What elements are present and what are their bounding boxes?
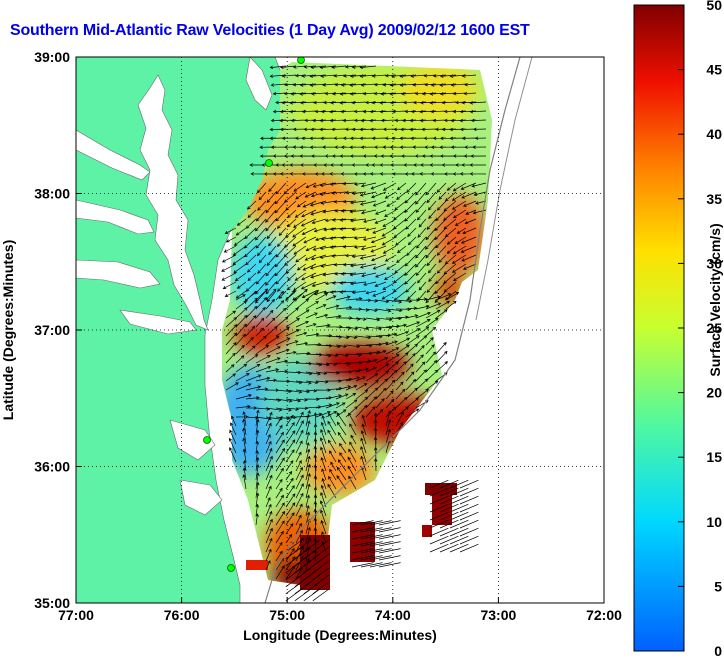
x-axis-label: Longitude (Degrees:Minutes) — [243, 627, 437, 643]
colorbar-tick-labels: 50 45 40 35 30 25 20 15 10 5 0 — [706, 0, 722, 659]
station-marker[interactable] — [265, 159, 273, 167]
x-tick-labels: 77:00 76:00 75:00 74:00 73:00 72:00 — [58, 607, 622, 623]
velocity-arrows — [221, 65, 487, 602]
x-tick-label: 77:00 — [58, 607, 94, 623]
colorbar-tick-label: 10 — [706, 514, 722, 530]
delaware-bay — [245, 57, 273, 111]
colorbar-tick-label: 35 — [706, 191, 722, 207]
y-tick-label: 39:00 — [34, 49, 70, 65]
y-tick-label: 36:00 — [34, 459, 70, 475]
x-tick-label: 76:00 — [164, 607, 200, 623]
colorbar-tick-label: 20 — [706, 385, 722, 401]
colorbar — [633, 4, 685, 652]
arrow-glyphs — [221, 65, 487, 602]
colorbar-ticks — [678, 69, 684, 587]
map-title: Southern Mid-Atlantic Raw Velocities (1 … — [10, 22, 530, 39]
colorbar-tick-label: 15 — [706, 449, 722, 465]
radar-stations — [203, 57, 305, 572]
y-tick-label: 38:00 — [34, 186, 70, 202]
shelf-contour — [264, 57, 521, 603]
x-tick-label: 73:00 — [480, 607, 516, 623]
x-tick-label: 72:00 — [586, 607, 622, 623]
shelf-contour-outer — [475, 57, 533, 321]
x-tick-label: 74:00 — [375, 607, 411, 623]
y-tick-label: 35:00 — [34, 595, 70, 611]
colorbar-tick-label: 0 — [714, 643, 722, 659]
y-tick-label: 37:00 — [34, 322, 70, 338]
colorbar-label: Surface Velocity (cm/s) — [707, 223, 723, 376]
grid-lines — [76, 57, 604, 603]
colorbar-tick-label: 45 — [706, 62, 722, 78]
colorbar-tick-label: 40 — [706, 126, 722, 142]
station-marker[interactable] — [203, 436, 211, 444]
colorbar-tick-label: 30 — [706, 255, 722, 271]
y-tick-labels: 39:00 38:00 37:00 36:00 35:00 — [34, 49, 70, 611]
x-tick-label: 75:00 — [269, 607, 305, 623]
station-marker[interactable] — [297, 57, 305, 64]
station-marker[interactable] — [227, 564, 235, 572]
colorbar-tick-label: 25 — [706, 320, 722, 336]
colorbar-tick-label: 5 — [714, 578, 722, 594]
y-axis-label: Latitude (Degrees:Minutes) — [0, 240, 16, 420]
colorbar-tick-label: 50 — [706, 0, 722, 13]
tick-marks — [76, 193, 499, 603]
